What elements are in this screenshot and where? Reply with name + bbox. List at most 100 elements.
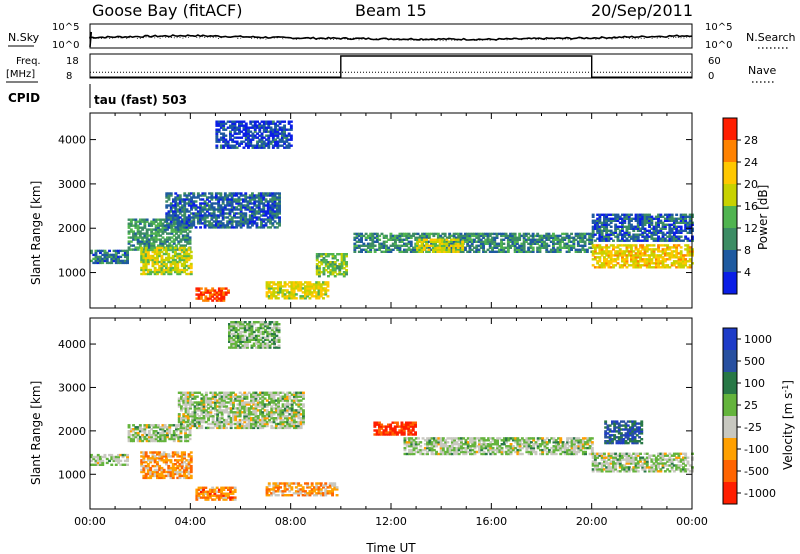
heatmap-cell <box>663 219 667 222</box>
heatmap-cell <box>259 391 262 394</box>
heatmap-cell <box>470 232 474 236</box>
heatmap-cell <box>136 433 140 437</box>
heatmap-cell <box>357 234 361 238</box>
heatmap-cell <box>279 285 282 288</box>
heatmap-cell <box>198 426 201 430</box>
heatmap-cell <box>264 194 268 197</box>
heatmap-cell <box>184 230 187 233</box>
heatmap-cell <box>654 229 658 232</box>
heatmap-cell <box>267 291 271 294</box>
heatmap-cell <box>144 260 148 264</box>
heatmap-cell <box>190 200 193 203</box>
heatmap-cell <box>184 238 187 241</box>
heatmap-cell <box>600 235 604 238</box>
heatmap-cell <box>172 214 175 217</box>
heatmap-cell <box>136 437 140 441</box>
heatmap-cell <box>231 146 235 149</box>
heatmap-cell <box>204 299 208 302</box>
heatmap-cell <box>538 246 542 249</box>
heatmap-cell <box>237 202 241 205</box>
heatmap-cell <box>123 261 127 265</box>
heatmap-cell <box>289 138 293 141</box>
heatmap-cell <box>147 437 151 441</box>
heatmap-cell <box>329 253 333 256</box>
heatmap-cell <box>129 224 133 227</box>
heatmap-cell <box>556 246 560 249</box>
heatmap-cell <box>136 431 140 435</box>
heatmap-cell <box>234 426 238 430</box>
heatmap-cell <box>126 253 129 257</box>
heatmap-cell <box>136 426 140 429</box>
heatmap-cell <box>150 224 154 227</box>
heatmap-cell <box>509 236 512 239</box>
heatmap-cell <box>230 198 234 201</box>
heatmap-cell <box>189 250 193 254</box>
heatmap-cell <box>94 253 98 257</box>
heatmap-cell <box>147 430 151 433</box>
heatmap-cell <box>607 256 611 259</box>
heatmap-cell <box>138 439 142 443</box>
heatmap-cell <box>607 237 611 240</box>
heatmap-cell <box>154 236 158 239</box>
heatmap-cell <box>161 424 165 427</box>
heatmap-cell <box>315 285 319 288</box>
heatmap-cell <box>248 218 252 221</box>
heatmap-cell <box>191 413 195 416</box>
heatmap-cell <box>169 466 173 470</box>
heatmap-cell <box>168 242 172 245</box>
heatmap-cell <box>268 413 271 416</box>
heatmap-cell <box>134 224 138 227</box>
heatmap-cell <box>213 403 217 406</box>
heatmap-cell <box>211 420 215 424</box>
heatmap-cell <box>414 232 418 236</box>
heatmap-cell <box>639 217 642 220</box>
heatmap-cell <box>304 291 307 294</box>
heatmap-cell <box>264 214 268 217</box>
heatmap-cell <box>274 132 277 135</box>
heatmap-cell <box>270 409 274 412</box>
heatmap-cell <box>207 422 210 426</box>
heatmap-cell <box>605 244 609 247</box>
heatmap-cell <box>183 461 186 464</box>
heatmap-cell <box>192 222 196 225</box>
heatmap-cell <box>255 226 259 229</box>
heatmap-cell <box>185 459 189 462</box>
heatmap-cell <box>278 138 282 141</box>
heatmap-cell <box>229 418 233 422</box>
heatmap-cell <box>178 208 182 211</box>
heatmap-cell <box>229 409 233 412</box>
heatmap-cell <box>144 256 148 260</box>
heatmap-cell <box>214 202 218 205</box>
heatmap-cell <box>235 194 239 197</box>
heatmap-cell <box>231 120 235 123</box>
heatmap-cell <box>279 289 282 292</box>
heatmap-cell <box>486 248 490 251</box>
heatmap-cell <box>163 430 167 433</box>
heatmap-cell <box>227 422 231 426</box>
heatmap-cell <box>231 126 235 129</box>
heatmap-cell <box>319 285 323 288</box>
heatmap-cell <box>265 126 268 129</box>
heatmap-cell <box>632 235 636 238</box>
heatmap-cell <box>288 297 292 300</box>
heatmap-cell <box>105 257 109 261</box>
heatmap-cell <box>652 231 656 234</box>
heatmap-cell <box>661 227 665 230</box>
heatmap-cell <box>202 291 205 294</box>
heatmap-cell <box>258 128 262 131</box>
heatmap-cell <box>210 202 214 205</box>
heatmap-cell <box>603 260 606 263</box>
heatmap-cell <box>278 128 282 131</box>
heatmap-cell <box>244 194 248 197</box>
heatmap-cell <box>443 238 447 241</box>
heatmap-cell <box>192 202 196 205</box>
heatmap-cell <box>178 222 182 225</box>
heatmap-cell <box>290 422 294 426</box>
heatmap-cell <box>657 223 660 226</box>
heatmap-cell <box>184 403 188 406</box>
heatmap-cell <box>198 422 201 426</box>
heatmap-cell <box>191 424 195 428</box>
heatmap-cell <box>648 219 651 222</box>
heatmap-cell <box>591 264 595 267</box>
heatmap-cell <box>214 224 218 227</box>
